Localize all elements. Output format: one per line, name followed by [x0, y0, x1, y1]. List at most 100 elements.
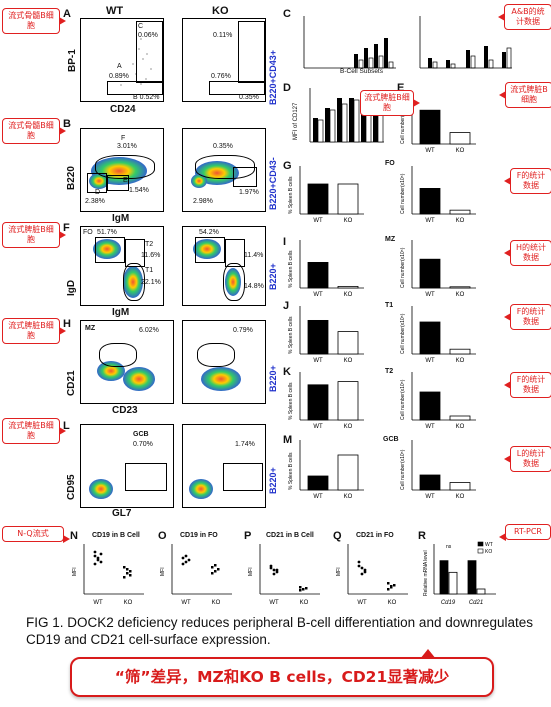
x-axis-label-gl7: GL7 — [112, 508, 131, 519]
gate-pct-d: 2.98% — [193, 198, 213, 205]
gate-fo — [95, 237, 125, 263]
dot-wt — [97, 559, 100, 562]
gate-pct-mz: 6.02% — [139, 327, 159, 334]
facs-plot-b-wt: F 3.01% E 1.54% D 2.38% — [80, 128, 164, 212]
ns-label: ns — [446, 544, 452, 550]
bar-wt-cd19 — [440, 561, 448, 594]
figure: WT KO A BP-1 C 0.06% A 0.89% B 0.52% 0.1… — [0, 0, 551, 610]
gate-ab — [107, 81, 163, 95]
y-label-mfi: MFI — [248, 567, 254, 576]
y-axis-label-cd21: CD21 — [66, 370, 77, 396]
gate-mz — [99, 343, 137, 367]
bar-ko — [338, 184, 358, 214]
dot-wt — [185, 555, 188, 558]
title-cd21-bcell: CD21 in B Cell — [266, 532, 314, 539]
facs-plot-l-ko: 1.74% — [182, 424, 266, 508]
y-axis-label-b220: B220 — [66, 166, 77, 190]
dot-ko — [217, 568, 220, 571]
bar-wt — [308, 476, 328, 490]
tick-label-ko: KO — [124, 600, 133, 606]
y-label-mfi: MFI — [72, 567, 78, 576]
gate-label-fo: FO — [83, 229, 93, 236]
dot-wt — [364, 571, 367, 574]
gate-label-f: F — [121, 135, 125, 142]
gate-pct-fo: 51.7% — [97, 229, 117, 236]
tick-label: KO — [456, 292, 465, 298]
x-axis-label-cd23: CD23 — [112, 405, 138, 416]
gate-pct-fo: 54.2% — [199, 229, 219, 236]
bar-title-fo: FO — [385, 160, 395, 167]
gate-pct-t1: 14.8% — [244, 283, 264, 290]
dot-wt — [100, 553, 103, 556]
tick-label: KO — [456, 148, 465, 154]
legend-swatch — [478, 549, 483, 553]
legend-label: WT — [485, 542, 493, 548]
callout-h-stats: H的统计数据 — [510, 240, 551, 266]
bar-ko — [338, 382, 358, 420]
gate-e — [233, 167, 257, 187]
tick-label: WT — [425, 148, 435, 154]
tick-label: WT — [425, 292, 435, 298]
bar-ko — [450, 210, 470, 214]
bar-wt — [308, 184, 328, 214]
bar-ko-cd19 — [449, 572, 457, 594]
facs-plot-f-ko: 54.2% 11.4% 14.8% — [182, 226, 266, 306]
callout-rt-pcr: RT-PCR — [505, 524, 551, 540]
tick-label: Cd19 — [441, 600, 456, 606]
callout-spleen-flow-1: 流式脾脏B细胞 — [2, 222, 60, 248]
dot-ko — [299, 586, 302, 589]
bar-ko — [450, 416, 470, 420]
gate-pct-t2: 11.6% — [141, 252, 160, 259]
dot-wt — [185, 561, 188, 564]
bar-ko — [450, 287, 470, 288]
y-label: Cell number(x10⁵) — [400, 313, 406, 354]
y-label: % Spleen B cells — [288, 250, 294, 288]
wt-header: WT — [106, 5, 123, 17]
bar-ko-cd21 — [477, 589, 485, 594]
callout-nq-flow: N-Q流式 — [2, 526, 64, 542]
bar-title-gcb: GCB — [383, 436, 399, 443]
callout-f-stats-1: F的统计数据 — [510, 168, 551, 194]
gate-label-e: E — [123, 177, 128, 184]
gate-label-t2: T2 — [145, 241, 153, 248]
gate-pct-e: 1.54% — [129, 187, 149, 194]
dot-wt — [358, 565, 361, 568]
tick-label: WT — [313, 218, 323, 224]
gate-pct-a: 0.89% — [109, 73, 129, 80]
tick-label-ko: KO — [388, 600, 397, 606]
gate-pct-c: 0.11% — [213, 32, 232, 39]
tick-label: WT — [313, 292, 323, 298]
dot-wt — [361, 573, 364, 576]
dot-ko — [299, 589, 302, 592]
gate-pct-gcb: 1.74% — [235, 441, 255, 448]
callout-spleen-flow-2: 流式脾脏B细胞 — [2, 318, 60, 344]
dot-wt — [182, 563, 185, 566]
side-label-b220-cd43pos: B220+CD43+ — [268, 50, 278, 105]
dot-ko — [387, 582, 390, 585]
bar-ko — [338, 286, 358, 288]
ko-header: KO — [212, 5, 229, 17]
gate-label-c: C — [138, 23, 143, 30]
facs-plot-l-wt: GCB 0.70% — [80, 424, 174, 508]
callout-bm-flow-2: 流式骨髓B细胞 — [2, 118, 60, 144]
y-axis-label-bp1: BP-1 — [67, 49, 78, 72]
dot-wt — [94, 555, 97, 558]
tick-label: Cd21 — [469, 600, 483, 606]
gate-pct-mz: 0.79% — [233, 327, 253, 334]
tick-label: WT — [425, 218, 435, 224]
gate-pct-c: 0.06% — [138, 32, 158, 39]
dot-wt — [276, 569, 279, 572]
callout-bm-flow-1: 流式骨髓B细胞 — [2, 8, 60, 34]
bar-title-mz: MZ — [385, 236, 395, 243]
tick-label: KO — [456, 424, 465, 430]
callout-spleen-flow-right: 流式脾脏B细胞 — [505, 82, 551, 108]
figure-caption: FIG 1. DOCK2 deficiency reduces peripher… — [26, 614, 536, 648]
bar-wt — [308, 385, 328, 420]
y-label: Relative mRNA level — [423, 550, 429, 596]
y-label: % Spleen B cells — [288, 382, 294, 420]
dot-wt — [361, 567, 364, 570]
bar-ko — [338, 455, 358, 490]
tick-label: KO — [344, 494, 353, 500]
dot-wt — [188, 559, 191, 562]
y-label: Cell number(x10⁵) — [400, 379, 406, 420]
